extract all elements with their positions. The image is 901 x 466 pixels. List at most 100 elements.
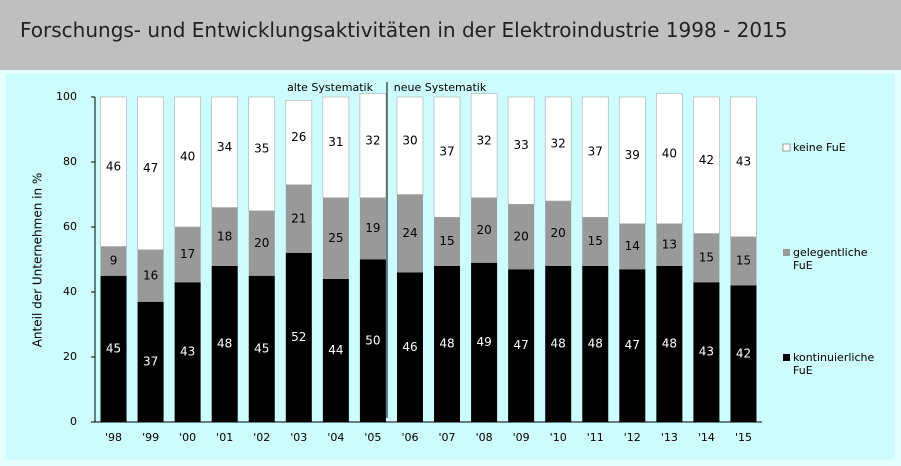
bar-segment	[322, 96, 350, 199]
data-label: 45	[106, 341, 121, 355]
bar-segment	[434, 217, 461, 266]
legend-label: keine FuE	[793, 141, 846, 154]
data-label: 13	[662, 237, 677, 251]
data-label: 18	[217, 229, 232, 243]
data-label: 26	[291, 130, 306, 144]
data-label: 48	[551, 337, 566, 351]
x-tick-label: '02	[253, 431, 270, 444]
bar-segment	[730, 236, 757, 286]
bar-segment	[137, 96, 164, 251]
data-label: 32	[365, 133, 380, 147]
data-label: 39	[625, 148, 640, 162]
data-label: 21	[291, 211, 306, 225]
bar-segment	[581, 96, 609, 218]
data-label: 49	[476, 335, 491, 349]
x-tick-label: '10	[550, 431, 567, 444]
data-label: 47	[513, 338, 528, 352]
bar-segment	[100, 275, 127, 422]
data-label: 30	[402, 133, 417, 147]
data-label: 20	[254, 236, 269, 250]
data-label: 32	[551, 137, 566, 151]
bar-segment	[544, 96, 572, 202]
data-label: 47	[143, 161, 158, 175]
data-label: 48	[217, 337, 232, 351]
x-tick-label: '07	[439, 431, 456, 444]
x-tick-label: '13	[661, 431, 678, 444]
x-tick-label: '04	[327, 431, 344, 444]
y-tick-label: 80	[63, 155, 77, 168]
bar-segment	[470, 93, 498, 199]
bar-segment	[508, 204, 535, 270]
bar-segment	[471, 197, 498, 263]
data-label: 33	[513, 138, 528, 152]
x-tick-label: '06	[401, 431, 418, 444]
data-label: 19	[365, 221, 380, 235]
bar-segment	[359, 197, 386, 260]
bar-segment	[619, 269, 646, 422]
data-label: 48	[588, 337, 603, 351]
x-tick-label: '03	[290, 431, 307, 444]
legend-swatch	[782, 143, 791, 152]
x-tick-label: '99	[142, 431, 159, 444]
bar-segment	[174, 227, 201, 283]
y-tick-label: 100	[56, 90, 77, 103]
data-label: 37	[588, 145, 603, 159]
bar-segment	[174, 282, 201, 422]
x-tick-label: '98	[105, 431, 122, 444]
data-label: 46	[402, 340, 417, 354]
data-label: 43	[180, 345, 195, 359]
bar-segment	[137, 249, 164, 302]
data-label: 50	[365, 333, 380, 347]
bar-segment	[285, 99, 313, 186]
legend-swatch	[783, 354, 790, 361]
y-tick-label: 40	[63, 285, 77, 298]
y-axis-label: Anteil der Unternehmen in %	[31, 173, 45, 348]
data-label: 24	[402, 226, 417, 240]
title-bar: Forschungs- und Entwicklungsaktivitäten …	[0, 0, 901, 70]
bar-segment	[582, 217, 609, 266]
data-label: 25	[328, 231, 343, 245]
bar-segment	[656, 266, 683, 422]
bar-segment	[582, 266, 609, 422]
x-tick-label: '12	[624, 431, 641, 444]
data-label: 45	[254, 341, 269, 355]
data-label: 52	[291, 330, 306, 344]
x-tick-label: '09	[513, 431, 530, 444]
x-tick-label: '00	[179, 431, 196, 444]
data-label: 47	[625, 338, 640, 352]
x-tick-label: '15	[735, 431, 752, 444]
legend-label: gelegentliche FuE	[793, 246, 868, 272]
annotation: alte Systematik	[287, 81, 374, 94]
bar-segment	[545, 266, 572, 422]
bar-segment	[693, 96, 720, 234]
data-label: 34	[217, 140, 232, 154]
bar-segment	[471, 262, 498, 422]
bar-segment	[508, 269, 535, 422]
bar-segment	[285, 253, 312, 422]
bar-segment	[359, 259, 386, 422]
bar-segment	[545, 201, 572, 266]
data-label: 15	[439, 234, 454, 248]
data-label: 17	[180, 247, 195, 261]
bar-segment	[656, 223, 683, 266]
bar-segment	[619, 223, 646, 270]
bar-segment	[100, 96, 127, 247]
data-label: 43	[736, 154, 751, 168]
bar-segment	[285, 184, 312, 253]
bar-segment	[248, 210, 275, 276]
data-label: 48	[439, 337, 454, 351]
bar-segment	[433, 96, 461, 218]
data-label: 15	[699, 250, 714, 264]
data-label: 42	[699, 153, 714, 167]
bar-segment	[507, 96, 535, 205]
data-label: 20	[476, 223, 491, 237]
bar-segment	[730, 96, 757, 238]
data-label: 9	[110, 254, 118, 268]
data-label: 16	[143, 268, 158, 282]
annotation: neue Systematik	[394, 81, 487, 94]
y-tick-label: 20	[63, 350, 77, 363]
bar-segment	[396, 96, 424, 195]
data-label: 32	[476, 133, 491, 147]
